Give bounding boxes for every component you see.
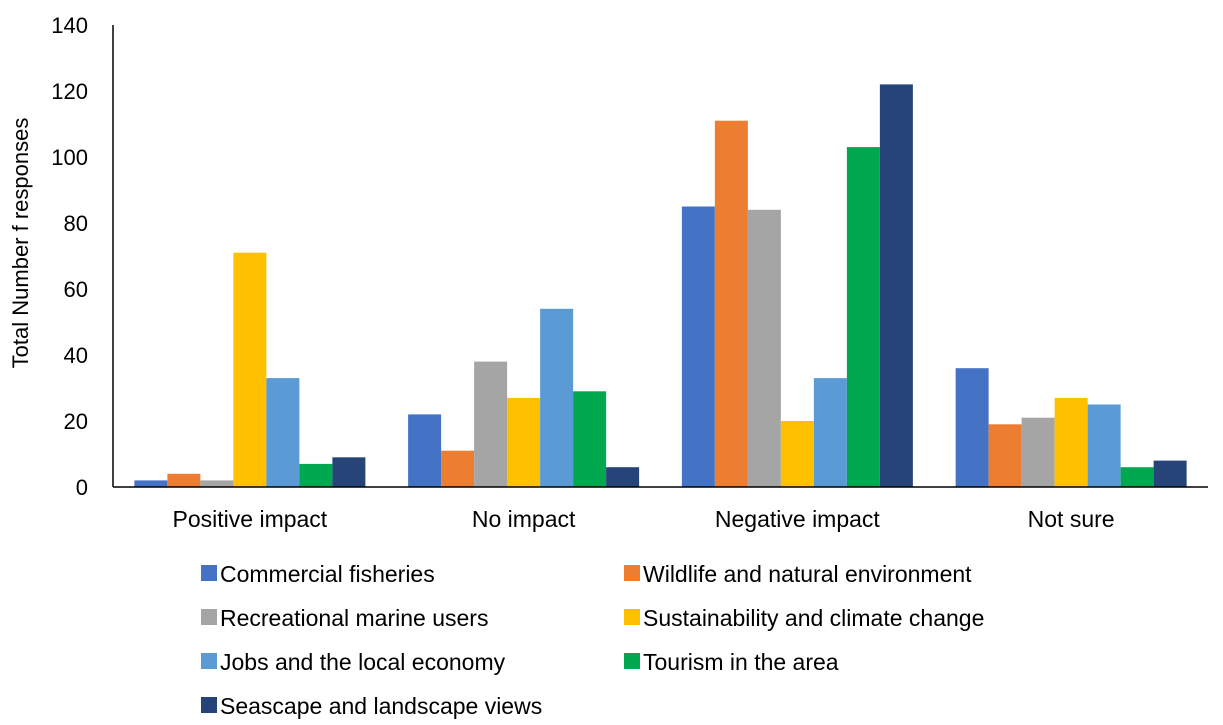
- bar-2-3: [780, 421, 814, 487]
- y-tick-label: 100: [51, 145, 88, 170]
- y-tick-label: 40: [64, 343, 88, 368]
- y-tick-label: 0: [76, 475, 88, 500]
- bar-3-3: [1054, 397, 1088, 487]
- legend-label: Tourism in the area: [643, 649, 839, 675]
- y-tick-label: 140: [51, 13, 88, 38]
- bar-3-2: [1021, 417, 1055, 487]
- legend-swatch: [624, 609, 640, 625]
- bar-2-4: [813, 378, 847, 487]
- bar-1-6: [606, 467, 640, 487]
- x-axis-categories: Positive impact No impact Negative impact N…: [173, 506, 1115, 532]
- bar-3-4: [1087, 404, 1121, 487]
- y-tick-label: 20: [64, 409, 88, 434]
- bar-1-4: [540, 308, 574, 487]
- bar-0-6: [332, 457, 366, 487]
- legend-label: Seascape and landscape views: [220, 693, 542, 719]
- bar-0-4: [266, 378, 300, 487]
- bar-1-1: [441, 450, 475, 487]
- y-tick-label: 60: [64, 277, 88, 302]
- bar-0-5: [299, 463, 333, 487]
- y-axis-ticks: 0 20 40 60 80 100 120 140: [51, 13, 88, 500]
- bar-2-6: [879, 84, 913, 488]
- legend-swatch: [624, 653, 640, 669]
- legend-swatch: [201, 609, 217, 625]
- x-category-label: No impact: [472, 506, 576, 532]
- bar-0-2: [200, 480, 234, 487]
- bar-3-5: [1120, 467, 1154, 487]
- bar-1-2: [474, 361, 508, 487]
- bar-3-6: [1153, 460, 1187, 487]
- bar-0-1: [167, 473, 201, 487]
- legend-swatch: [201, 697, 217, 713]
- bar-1-0: [408, 414, 442, 487]
- x-category-label: Not sure: [1028, 506, 1115, 532]
- legend-label: Jobs and the local economy: [220, 649, 506, 675]
- bar-1-5: [573, 391, 607, 487]
- x-category-label: Negative impact: [715, 506, 881, 532]
- legend-label: Commercial fisheries: [220, 561, 435, 587]
- bar-2-1: [714, 120, 748, 487]
- bar-1-3: [507, 397, 541, 487]
- legend-swatch: [201, 565, 217, 581]
- bar-2-2: [747, 209, 781, 488]
- bar-0-3: [233, 252, 267, 487]
- legend-label: Recreational marine users: [220, 605, 488, 631]
- y-axis-title: Total Number f responses: [8, 118, 33, 369]
- bar-3-1: [988, 424, 1022, 487]
- y-tick-label: 80: [64, 211, 88, 236]
- bar-2-5: [846, 147, 880, 487]
- bars: [134, 84, 1187, 488]
- legend-label: Wildlife and natural environment: [643, 561, 972, 587]
- bar-0-0: [134, 480, 168, 487]
- legend-swatch: [201, 653, 217, 669]
- legend: Commercial fisheries Wildlife and natural…: [201, 561, 984, 719]
- y-tick-label: 120: [51, 79, 88, 104]
- bar-2-0: [681, 206, 715, 487]
- legend-label: Sustainability and climate change: [643, 605, 984, 631]
- x-category-label: Positive impact: [173, 506, 328, 532]
- bar-3-0: [955, 368, 989, 487]
- legend-swatch: [624, 565, 640, 581]
